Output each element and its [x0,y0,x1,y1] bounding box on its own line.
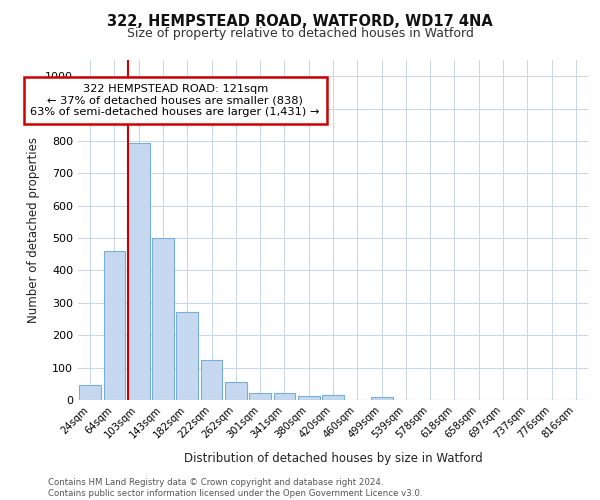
Text: Size of property relative to detached houses in Watford: Size of property relative to detached ho… [127,28,473,40]
Bar [298,396,320,400]
Bar [200,360,223,400]
Text: 322, HEMPSTEAD ROAD, WATFORD, WD17 4NA: 322, HEMPSTEAD ROAD, WATFORD, WD17 4NA [107,14,493,29]
Y-axis label: Number of detached properties: Number of detached properties [26,137,40,323]
Bar [152,238,174,400]
Bar [249,393,271,400]
Bar [104,251,125,400]
Bar [371,398,392,400]
Bar [128,142,149,400]
Bar [79,385,101,400]
X-axis label: Distribution of detached houses by size in Watford: Distribution of detached houses by size … [184,452,482,464]
Bar [225,382,247,400]
Text: Contains HM Land Registry data © Crown copyright and database right 2024.
Contai: Contains HM Land Registry data © Crown c… [48,478,422,498]
Bar [322,395,344,400]
Text: 322 HEMPSTEAD ROAD: 121sqm
← 37% of detached houses are smaller (838)
63% of sem: 322 HEMPSTEAD ROAD: 121sqm ← 37% of deta… [31,84,320,117]
Bar [274,393,295,400]
Bar [176,312,198,400]
